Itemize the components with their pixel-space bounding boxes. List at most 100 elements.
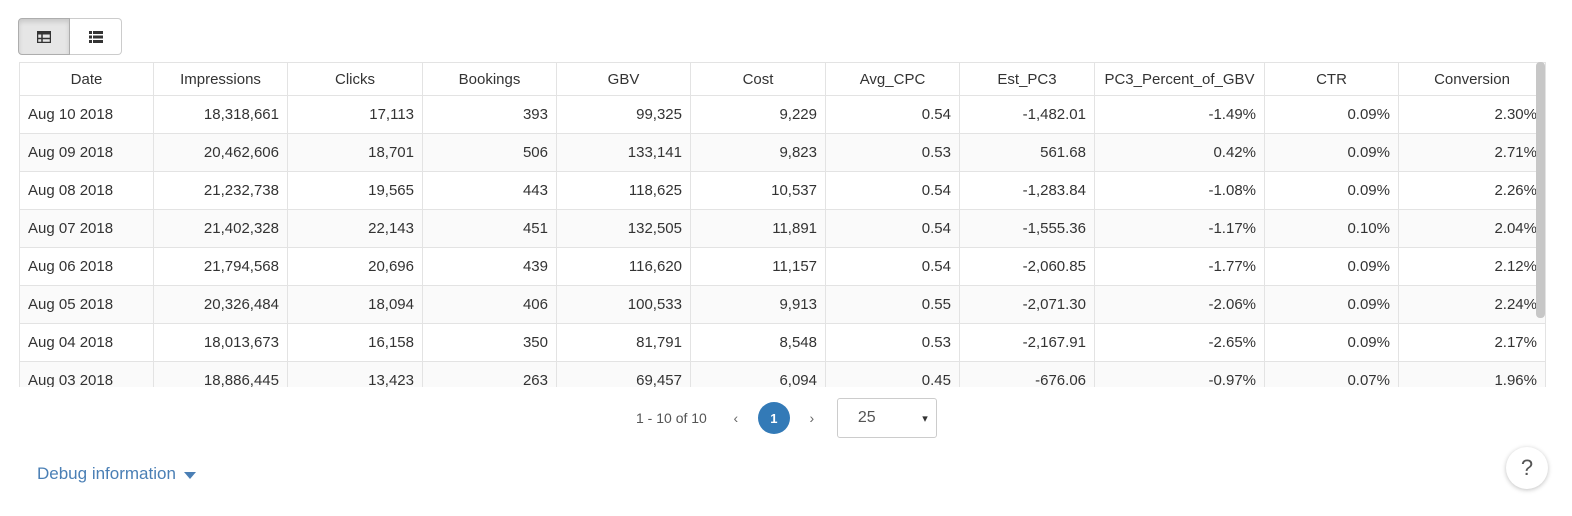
table-cell: -2,060.85	[959, 247, 1095, 286]
question-icon: ?	[1520, 455, 1534, 480]
column-header[interactable]: Clicks	[287, 62, 423, 96]
debug-information-toggle[interactable]: Debug information	[37, 464, 196, 484]
per-page-select[interactable]: 25 ▾	[836, 398, 937, 438]
table-cell: Aug 05 2018	[19, 285, 154, 324]
table-cell: 10,537	[690, 171, 826, 210]
table-cell: 9,229	[690, 95, 826, 134]
table-cell: 6,094	[690, 361, 826, 387]
table-cell: 0.09%	[1264, 171, 1399, 210]
page-1-button[interactable]: 1	[757, 402, 790, 434]
table-view-button[interactable]	[18, 18, 70, 55]
list-view-button[interactable]	[70, 18, 122, 55]
column-header[interactable]: Conversion	[1398, 62, 1546, 96]
table-cell: 18,318,661	[153, 95, 288, 134]
table-row: Aug 07 2018 21,402,328 22,143 451 132,505 11,…	[19, 209, 1546, 248]
column-header[interactable]: CTR	[1264, 62, 1399, 96]
table-cell: -2.06%	[1094, 285, 1265, 324]
table-cell: 2.26%	[1398, 171, 1546, 210]
column-header[interactable]: Impressions	[153, 62, 288, 96]
table-row: Aug 06 2018 21,794,568 20,696 439 116,620 11,…	[19, 247, 1546, 286]
table-cell: -676.06	[959, 361, 1095, 387]
table-cell: 2.30%	[1398, 95, 1546, 134]
table-cell: -1,555.36	[959, 209, 1095, 248]
table-cell: 116,620	[556, 247, 691, 286]
table-row: Aug 04 2018 18,013,673 16,158 350 81,791 8,54…	[19, 323, 1546, 362]
prev-page-button[interactable]: ‹	[733, 410, 739, 426]
table-cell: 2.12%	[1398, 247, 1546, 286]
table-cell: 0.53	[825, 133, 960, 172]
debug-information-label: Debug information	[37, 464, 176, 483]
table-scrollbar[interactable]	[1536, 62, 1545, 318]
table-row: Aug 10 2018 18,318,661 17,113 393 99,325 9,22…	[19, 95, 1546, 134]
table-cell: 0.53	[825, 323, 960, 362]
column-header[interactable]: Bookings	[422, 62, 557, 96]
table-cell: 19,565	[287, 171, 423, 210]
table-cell: 0.55	[825, 285, 960, 324]
table-cell: 451	[422, 209, 557, 248]
table-cell: 17,113	[287, 95, 423, 134]
table-grid-icon	[37, 30, 51, 43]
table-cell: Aug 03 2018	[19, 361, 154, 387]
table-cell: 22,143	[287, 209, 423, 248]
column-header[interactable]: Est_PC3	[959, 62, 1095, 96]
table-row: Aug 08 2018 21,232,738 19,565 443 118,625 10,…	[19, 171, 1546, 210]
table-cell: 2.24%	[1398, 285, 1546, 324]
table-cell: 2.71%	[1398, 133, 1546, 172]
table-cell: 0.09%	[1264, 95, 1399, 134]
table-cell: 0.54	[825, 171, 960, 210]
pagination: 1 - 10 of 10 ‹ 1 › 25 ▾	[636, 398, 937, 438]
table-cell: -1.08%	[1094, 171, 1265, 210]
table-header-row: Date Impressions Clicks Bookings GBV Cost Avg_…	[19, 62, 1546, 96]
column-header[interactable]: PC3_Percent_of_GBV	[1094, 62, 1265, 96]
table-cell: 81,791	[556, 323, 691, 362]
table-cell: 9,913	[690, 285, 826, 324]
column-header[interactable]: Avg_CPC	[825, 62, 960, 96]
table-cell: Aug 04 2018	[19, 323, 154, 362]
table-row: Aug 09 2018 20,462,606 18,701 506 133,141 9,8…	[19, 133, 1546, 172]
table-cell: 1.96%	[1398, 361, 1546, 387]
table-cell: -0.97%	[1094, 361, 1265, 387]
table-cell: 0.09%	[1264, 133, 1399, 172]
table-cell: Aug 10 2018	[19, 95, 154, 134]
table-cell: 561.68	[959, 133, 1095, 172]
table-cell: 133,141	[556, 133, 691, 172]
table-cell: 20,696	[287, 247, 423, 286]
pagination-range: 1 - 10 of 10	[636, 410, 707, 426]
help-button[interactable]: ?	[1506, 447, 1548, 489]
table-cell: -1.17%	[1094, 209, 1265, 248]
table-cell: 0.42%	[1094, 133, 1265, 172]
table-cell: 0.10%	[1264, 209, 1399, 248]
table-cell: -1.49%	[1094, 95, 1265, 134]
table-cell: 0.09%	[1264, 285, 1399, 324]
table-row: Aug 05 2018 20,326,484 18,094 406 100,533 9,9…	[19, 285, 1546, 324]
table-row: Aug 03 2018 18,886,445 13,423 263 69,457 6,09…	[19, 361, 1546, 387]
column-header[interactable]: GBV	[556, 62, 691, 96]
column-header[interactable]: Date	[19, 62, 154, 96]
table-cell: Aug 06 2018	[19, 247, 154, 286]
caret-down-icon	[183, 472, 196, 479]
table-cell: -1,283.84	[959, 171, 1095, 210]
data-table-container[interactable]: Date Impressions Clicks Bookings GBV Cost Avg_…	[19, 62, 1546, 387]
table-cell: 406	[422, 285, 557, 324]
table-cell: -2,167.91	[959, 323, 1095, 362]
table-cell: 21,794,568	[153, 247, 288, 286]
table-cell: -2,071.30	[959, 285, 1095, 324]
next-page-button[interactable]: ›	[809, 410, 815, 426]
table-cell: 21,232,738	[153, 171, 288, 210]
table-cell: 118,625	[556, 171, 691, 210]
table-cell: 439	[422, 247, 557, 286]
table-cell: 0.45	[825, 361, 960, 387]
table-cell: 263	[422, 361, 557, 387]
table-cell: 2.04%	[1398, 209, 1546, 248]
table-cell: 393	[422, 95, 557, 134]
table-cell: 0.54	[825, 95, 960, 134]
table-cell: 0.07%	[1264, 361, 1399, 387]
table-cell: 443	[422, 171, 557, 210]
per-page-value: 25	[857, 409, 876, 426]
table-cell: 2.17%	[1398, 323, 1546, 362]
table-cell: -1.77%	[1094, 247, 1265, 286]
table-cell: 21,402,328	[153, 209, 288, 248]
column-header[interactable]: Cost	[690, 62, 826, 96]
table-cell: 0.09%	[1264, 247, 1399, 286]
table-cell: 8,548	[690, 323, 826, 362]
